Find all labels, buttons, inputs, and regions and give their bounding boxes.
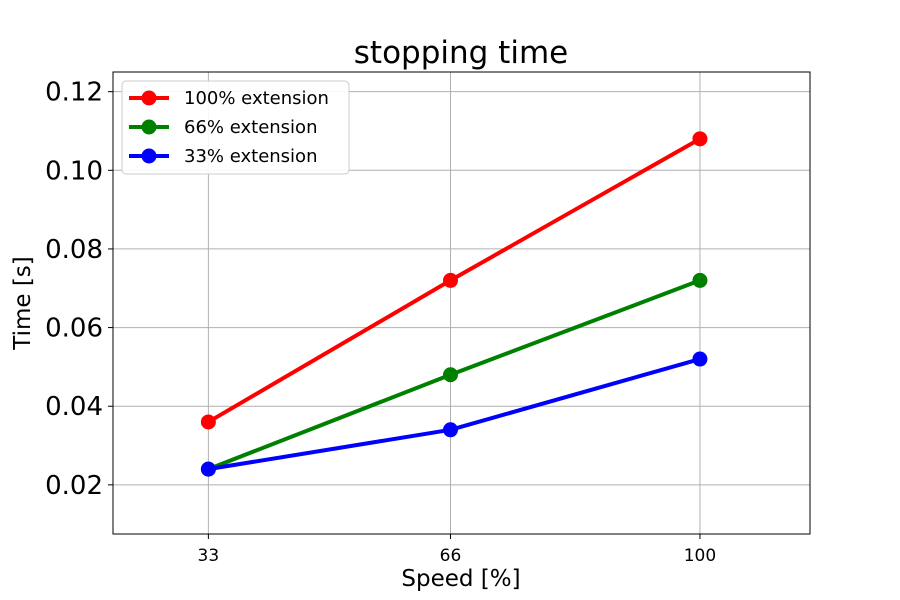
- plot-area-frame: [112, 71, 811, 535]
- grid-lines: [113, 72, 810, 534]
- y-tick-label: 0.02: [45, 471, 103, 501]
- data-point: [442, 422, 458, 438]
- data-point: [692, 351, 708, 367]
- y-tick-label: 0.04: [45, 392, 103, 422]
- y-axis-label: Time [s]: [10, 256, 36, 351]
- data-point: [442, 367, 458, 383]
- data-point: [200, 461, 216, 477]
- legend-item: 33% extension: [129, 146, 317, 167]
- axis-ticks: 33 66 100 0.02 0.04 0.06 0.08 0.10 0.12: [45, 78, 716, 566]
- data-point: [692, 131, 708, 147]
- data-point: [442, 272, 458, 288]
- x-tick-label: 33: [198, 546, 220, 566]
- legend-label: 100% extension: [184, 88, 329, 109]
- series-33-extension: [200, 351, 708, 477]
- y-tick-label: 0.06: [45, 314, 103, 344]
- legend-label: 66% extension: [184, 117, 317, 138]
- legend-item: 100% extension: [129, 88, 329, 109]
- series-100-extension: [200, 131, 708, 430]
- data-point: [200, 414, 216, 430]
- legend-marker: [141, 119, 157, 135]
- legend-label: 33% extension: [184, 146, 317, 167]
- legend-marker: [141, 90, 157, 106]
- x-tick-label: 66: [440, 546, 462, 566]
- chart-title: stopping time: [354, 35, 568, 71]
- y-tick-label: 0.12: [45, 78, 103, 108]
- legend-marker: [141, 148, 157, 164]
- x-axis-label: Speed [%]: [401, 566, 520, 592]
- legend-item: 66% extension: [129, 117, 317, 138]
- x-tick-label: 100: [684, 546, 716, 566]
- legend-box: [121, 80, 350, 175]
- data-point: [692, 272, 708, 288]
- legend: 100% extension 66% extension 33% extension: [121, 80, 350, 175]
- series-66-extension: [200, 272, 708, 477]
- data-series: [200, 131, 708, 477]
- y-tick-label: 0.10: [45, 156, 103, 186]
- y-tick-label: 0.08: [45, 235, 103, 265]
